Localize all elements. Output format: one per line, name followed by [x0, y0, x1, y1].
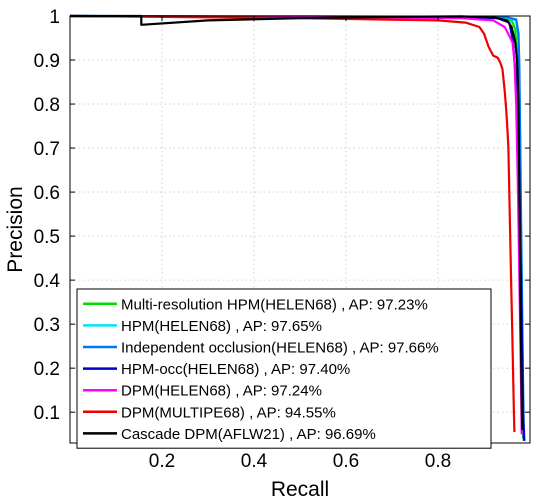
- y-axis-label: Precision: [4, 186, 27, 272]
- legend-box: [76, 288, 492, 449]
- y-tick-label: 0.6: [34, 183, 60, 204]
- x-tick-label: 0.4: [241, 451, 268, 472]
- x-tick-label: 0.8: [425, 451, 451, 472]
- legend-label: DPM(HELEN68) , AP: 97.24%: [121, 383, 322, 400]
- y-tick-label: 0.5: [34, 227, 60, 248]
- x-tick-label: 0.6: [333, 451, 359, 472]
- legend-label: Cascade DPM(AFLW21) , AP: 96.69%: [121, 426, 376, 443]
- x-axis-label: Recall: [271, 478, 329, 501]
- legend-label: HPM-occ(HELEN68) , AP: 97.40%: [121, 361, 350, 378]
- y-tick-label: 0.1: [34, 403, 60, 424]
- y-tick-label: 0.7: [34, 139, 60, 160]
- legend: Multi-resolution HPM(HELEN68) , AP: 97.2…: [76, 288, 492, 449]
- series-layer: [69, 14, 526, 441]
- y-tick-label: 0.3: [34, 315, 60, 336]
- series-line-5: [69, 14, 516, 433]
- y-tick-label: 1: [49, 7, 60, 28]
- legend-label: Independent occlusion(HELEN68) , AP: 97.…: [121, 340, 439, 357]
- series-line-6: [70, 14, 524, 430]
- x-tick-label: 0.2: [149, 451, 175, 472]
- legend-label: HPM(HELEN68) , AP: 97.65%: [121, 318, 322, 335]
- legend-label: Multi-resolution HPM(HELEN68) , AP: 97.2…: [121, 296, 428, 313]
- y-tick-label: 0.8: [34, 95, 60, 116]
- legend-label: DPM(MULTIPE68) , AP: 94.55%: [121, 404, 336, 421]
- y-tick-label: 0.4: [34, 271, 61, 292]
- y-tick-label: 0.9: [34, 51, 60, 72]
- y-tick-label: 0.2: [34, 359, 60, 380]
